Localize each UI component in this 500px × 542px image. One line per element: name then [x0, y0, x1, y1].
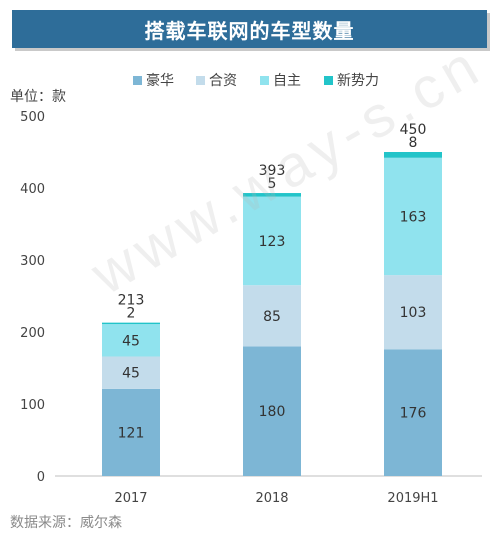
legend-label-豪华: 豪华	[146, 73, 174, 89]
data-label-2017-新势力: 2	[127, 306, 136, 322]
bar-2019H1-新势力	[384, 152, 442, 158]
chart-title: 搭载车联网的车型数量	[144, 18, 355, 43]
legend-label-合资: 合资	[209, 73, 237, 89]
x-tick-label-2018: 2018	[255, 491, 288, 506]
bar-2018-新势力	[243, 193, 301, 197]
legend-label-新势力: 新势力	[337, 73, 379, 89]
y-tick-label-400: 400	[20, 182, 45, 197]
y-tick-label-0: 0	[37, 470, 45, 485]
bar-2019H1-豪华	[384, 349, 442, 476]
bar-2018-合资	[243, 285, 301, 347]
bar-2019H1-自主	[384, 157, 442, 276]
data-label-2018-自主: 123	[259, 234, 286, 250]
data-label-2018-新势力: 5	[268, 176, 277, 192]
bar-2017-自主	[102, 324, 160, 357]
data-label-2017-豪华: 121	[118, 425, 145, 441]
bar-2019H1-合资	[384, 275, 442, 350]
total-label-2017: 213	[118, 293, 145, 309]
y-tick-label-200: 200	[20, 326, 45, 341]
legend-swatch-合资	[196, 76, 205, 85]
bar-2018-豪华	[243, 346, 301, 476]
total-label-2018: 393	[259, 163, 286, 179]
data-label-2019H1-自主: 163	[400, 209, 427, 225]
legend-swatch-自主	[260, 76, 269, 85]
data-label-2018-豪华: 180	[259, 404, 286, 420]
source-note: 数据来源：威尔森	[10, 515, 122, 531]
title-bar: 搭载车联网的车型数量	[12, 10, 487, 48]
data-label-2019H1-新势力: 8	[409, 135, 418, 151]
bar-2018-自主	[243, 196, 301, 286]
y-tick-label-500: 500	[20, 110, 45, 125]
data-label-2019H1-合资: 103	[400, 305, 427, 321]
bar-2017-合资	[102, 356, 160, 389]
bar-2017-豪华	[102, 388, 160, 476]
y-axis-unit-label: 单位：款	[10, 89, 66, 105]
data-label-2018-合资: 85	[263, 309, 281, 325]
data-label-2017-合资: 45	[122, 366, 140, 382]
legend-label-自主: 自主	[273, 73, 301, 89]
y-tick-label-300: 300	[20, 254, 45, 269]
data-label-2017-自主: 45	[122, 333, 140, 349]
x-tick-label-2017: 2017	[114, 491, 147, 506]
legend-swatch-新势力	[324, 76, 333, 85]
x-tick-label-2019H1: 2019H1	[387, 491, 438, 506]
bar-2017-新势力	[102, 322, 160, 325]
total-label-2019H1: 450	[400, 122, 427, 138]
legend-swatch-豪华	[133, 76, 142, 85]
data-label-2019H1-豪华: 176	[400, 406, 427, 422]
y-tick-label-100: 100	[20, 398, 45, 413]
